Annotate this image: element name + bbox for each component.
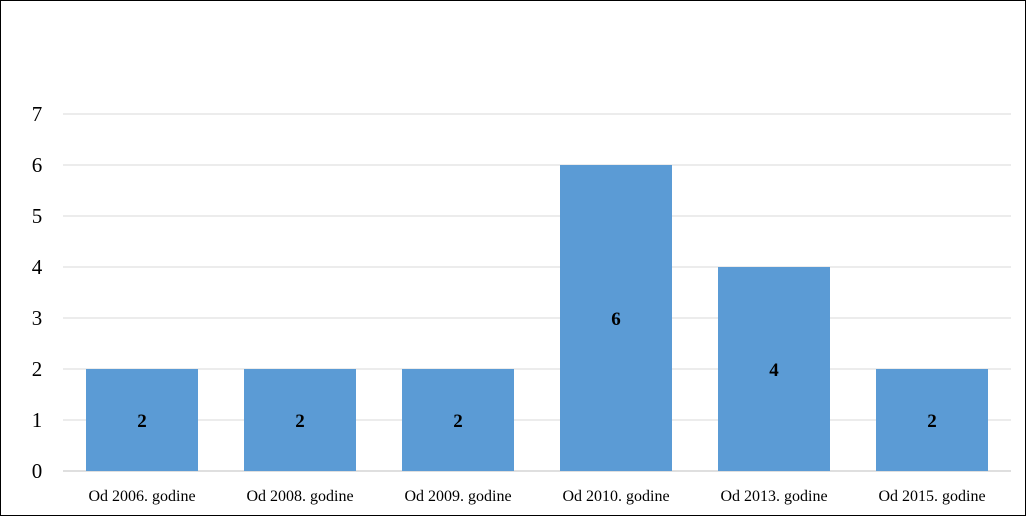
- y-tick-label: 0: [32, 459, 43, 483]
- y-tick-label: 3: [32, 306, 43, 330]
- y-tick-label: 4: [32, 255, 43, 279]
- data-label: 2: [137, 411, 147, 432]
- bar[interactable]: [876, 369, 988, 471]
- y-tick-label: 1: [32, 408, 43, 432]
- category-label: Od 2013. godine: [720, 488, 827, 505]
- bar[interactable]: [560, 165, 672, 471]
- y-tick-label: 6: [32, 153, 43, 177]
- category-label: Od 2015. godine: [878, 488, 985, 505]
- y-tick-label: 5: [32, 204, 43, 228]
- category-label: Od 2009. godine: [404, 488, 511, 505]
- category-label: Od 2010. godine: [562, 488, 669, 505]
- bar[interactable]: [402, 369, 514, 471]
- data-label: 2: [927, 411, 937, 432]
- category-label: Od 2008. godine: [246, 488, 353, 505]
- data-label: 4: [769, 360, 779, 381]
- y-tick-label: 2: [32, 357, 43, 381]
- data-label: 6: [611, 309, 621, 330]
- bar[interactable]: [86, 369, 198, 471]
- bar[interactable]: [244, 369, 356, 471]
- y-tick-label: 7: [32, 102, 43, 126]
- bar[interactable]: [718, 267, 830, 471]
- data-label: 2: [295, 411, 305, 432]
- category-label: Od 2006. godine: [88, 488, 195, 505]
- data-label: 2: [453, 411, 463, 432]
